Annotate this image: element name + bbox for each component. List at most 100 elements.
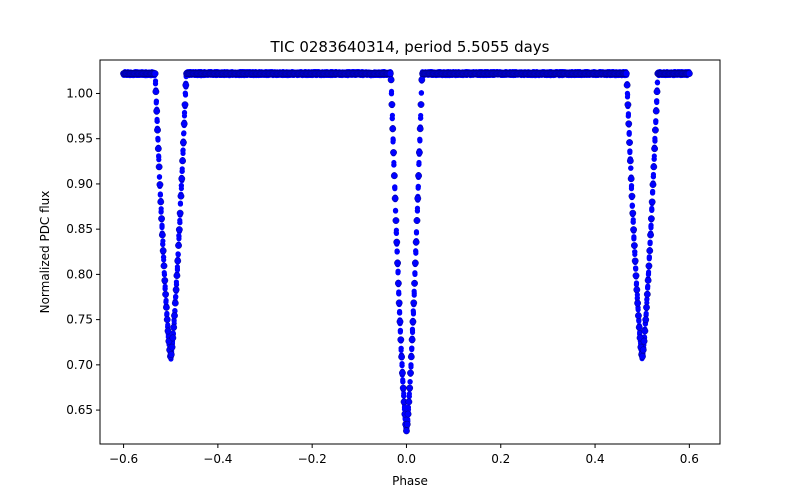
data-point — [652, 126, 659, 134]
data-point — [180, 148, 186, 154]
data-point — [388, 101, 396, 108]
x-tick-label: 0.6 — [680, 452, 699, 466]
data-point — [411, 290, 417, 296]
x-tick-label: 0.0 — [397, 452, 416, 466]
data-point — [639, 346, 647, 354]
x-tick-label: 0.4 — [586, 452, 605, 466]
data-point — [406, 384, 414, 392]
data-point — [181, 130, 187, 136]
data-point — [178, 183, 184, 189]
data-point — [182, 81, 190, 89]
data-point — [176, 209, 184, 217]
data-point — [399, 369, 406, 377]
data-point — [159, 222, 165, 228]
data-point — [163, 303, 170, 311]
x-axis-label: Phase — [392, 474, 428, 488]
data-point — [161, 271, 168, 278]
data-point — [155, 136, 161, 142]
data-point — [407, 369, 414, 377]
data-point — [418, 90, 425, 96]
axes-frame — [99, 59, 721, 445]
data-point — [174, 257, 182, 265]
data-point — [415, 149, 423, 156]
data-point — [397, 328, 404, 334]
data-point — [653, 88, 661, 96]
data-point — [399, 363, 405, 369]
data-point — [635, 323, 643, 331]
data-point — [158, 231, 166, 239]
y-tick-label: 0.90 — [66, 177, 93, 191]
data-point — [391, 195, 399, 202]
data-point — [644, 300, 650, 306]
data-point — [396, 290, 402, 297]
data-point — [633, 280, 640, 286]
data-point — [649, 205, 655, 212]
data-point — [403, 427, 410, 435]
data-point — [153, 107, 161, 115]
data-point — [171, 299, 179, 307]
data-point — [400, 377, 406, 383]
data-point — [648, 198, 656, 206]
data-point — [622, 70, 630, 77]
data-point — [394, 279, 402, 287]
data-point — [158, 215, 165, 223]
data-point — [632, 249, 638, 255]
y-tick-label: 0.75 — [66, 313, 93, 327]
data-point — [390, 172, 398, 180]
data-layer — [120, 68, 693, 435]
data-point — [417, 137, 423, 143]
data-point — [409, 329, 416, 335]
data-point — [393, 208, 399, 214]
data-point — [391, 162, 397, 168]
data-point — [171, 312, 178, 320]
data-point — [647, 215, 655, 223]
data-point — [388, 90, 394, 97]
data-point — [405, 398, 413, 406]
data-point — [157, 192, 163, 198]
data-point — [411, 279, 418, 287]
data-point — [392, 184, 398, 190]
data-point — [397, 308, 403, 315]
data-point — [411, 259, 419, 267]
data-point — [624, 101, 632, 109]
data-point — [181, 101, 189, 109]
data-point — [650, 190, 656, 196]
data-point — [644, 284, 651, 290]
data-point — [394, 249, 400, 255]
data-point — [634, 299, 642, 307]
data-point — [633, 265, 639, 271]
data-point — [387, 76, 395, 84]
data-point — [414, 205, 421, 211]
data-point — [650, 173, 656, 180]
data-point — [386, 70, 394, 77]
y-tick-label: 1.00 — [66, 86, 93, 100]
data-point — [628, 192, 636, 200]
data-point — [159, 247, 167, 255]
data-point — [401, 393, 407, 399]
x-tick-label: −0.6 — [109, 452, 138, 466]
data-point — [155, 163, 163, 171]
data-point — [176, 233, 182, 239]
data-point — [632, 272, 640, 280]
data-point — [644, 277, 652, 284]
data-point — [390, 149, 397, 156]
data-point — [175, 251, 181, 257]
data-point — [640, 337, 648, 345]
data-point — [414, 195, 422, 202]
data-point — [161, 254, 167, 260]
data-point — [647, 239, 653, 245]
data-point — [177, 219, 183, 226]
y-tick-label: 0.80 — [66, 267, 93, 281]
data-point — [406, 393, 412, 399]
data-point — [160, 241, 166, 247]
chart-title: TIC 0283640314, period 5.5055 days — [269, 38, 549, 56]
data-point — [628, 165, 634, 171]
y-axis-label: Normalized PDC flux — [38, 191, 52, 314]
data-point — [403, 420, 411, 428]
data-point — [177, 201, 184, 207]
y-axis-ticks: 0.650.700.750.800.850.900.951.00 — [66, 86, 100, 417]
data-point — [653, 118, 659, 124]
data-point — [170, 330, 176, 336]
data-point — [409, 345, 415, 351]
data-point — [626, 131, 632, 137]
